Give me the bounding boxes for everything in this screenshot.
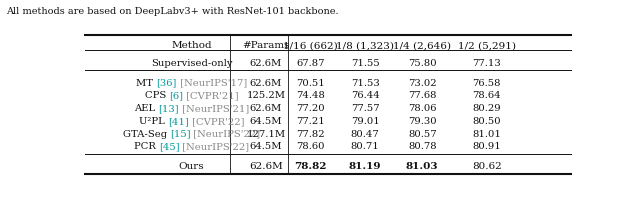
Text: 1/16 (662): 1/16 (662) <box>284 41 338 50</box>
Text: 80.47: 80.47 <box>351 129 380 138</box>
Text: 75.80: 75.80 <box>408 58 436 67</box>
Text: 64.5M: 64.5M <box>250 116 282 125</box>
Text: [45]: [45] <box>159 142 179 151</box>
Text: 76.58: 76.58 <box>472 78 501 87</box>
Text: 67.87: 67.87 <box>296 58 325 67</box>
Text: [13]: [13] <box>158 104 179 112</box>
Text: 125.2M: 125.2M <box>246 91 285 100</box>
Text: 78.64: 78.64 <box>472 91 501 100</box>
Text: 62.6M: 62.6M <box>250 58 282 67</box>
Text: 77.20: 77.20 <box>296 104 325 112</box>
Text: 81.19: 81.19 <box>349 162 381 170</box>
Text: 62.6M: 62.6M <box>250 78 282 87</box>
Text: [NeurIPS'21]: [NeurIPS'21] <box>179 104 249 112</box>
Text: All methods are based on DeepLabv3+ with ResNet-101 backbone.: All methods are based on DeepLabv3+ with… <box>6 7 339 16</box>
Text: PCR: PCR <box>134 142 159 151</box>
Text: 80.91: 80.91 <box>472 142 501 151</box>
Text: 80.57: 80.57 <box>408 129 436 138</box>
Text: 73.02: 73.02 <box>408 78 436 87</box>
Text: [NeurIPS'22]: [NeurIPS'22] <box>179 142 250 151</box>
Text: AEL: AEL <box>134 104 158 112</box>
Text: 1/8 (1,323): 1/8 (1,323) <box>336 41 394 50</box>
Text: [6]: [6] <box>169 91 183 100</box>
Text: 79.01: 79.01 <box>351 116 380 125</box>
Text: CPS: CPS <box>145 91 169 100</box>
Text: 81.03: 81.03 <box>406 162 438 170</box>
Text: 78.82: 78.82 <box>294 162 327 170</box>
Text: [36]: [36] <box>156 78 177 87</box>
Text: 1/2 (5,291): 1/2 (5,291) <box>458 41 516 50</box>
Text: 78.06: 78.06 <box>408 104 436 112</box>
Text: 77.13: 77.13 <box>472 58 501 67</box>
Text: 78.60: 78.60 <box>296 142 325 151</box>
Text: [CVPR'21]: [CVPR'21] <box>183 91 239 100</box>
Text: 1/4 (2,646): 1/4 (2,646) <box>393 41 451 50</box>
Text: Method: Method <box>172 41 212 50</box>
Text: [NeurIPS'17]: [NeurIPS'17] <box>177 78 247 87</box>
Text: U²PL: U²PL <box>139 116 168 125</box>
Text: 80.71: 80.71 <box>351 142 380 151</box>
Text: GTA-Seg: GTA-Seg <box>123 129 170 138</box>
Text: [41]: [41] <box>168 116 189 125</box>
Text: Supervised-only: Supervised-only <box>151 58 232 67</box>
Text: 70.51: 70.51 <box>296 78 325 87</box>
Text: 77.68: 77.68 <box>408 91 436 100</box>
Text: 64.5M: 64.5M <box>250 142 282 151</box>
Text: 80.29: 80.29 <box>472 104 501 112</box>
Text: #Params: #Params <box>243 41 290 50</box>
Text: 77.57: 77.57 <box>351 104 380 112</box>
Text: Ours: Ours <box>179 162 204 170</box>
Text: 79.30: 79.30 <box>408 116 436 125</box>
Text: 76.44: 76.44 <box>351 91 380 100</box>
Text: [CVPR'22]: [CVPR'22] <box>189 116 244 125</box>
Text: 71.55: 71.55 <box>351 58 380 67</box>
Text: 80.50: 80.50 <box>472 116 501 125</box>
Text: 77.21: 77.21 <box>296 116 325 125</box>
Text: [NeurIPS'22]: [NeurIPS'22] <box>191 129 260 138</box>
Text: 81.01: 81.01 <box>472 129 501 138</box>
Text: MT: MT <box>136 78 156 87</box>
Text: 80.62: 80.62 <box>472 162 502 170</box>
Text: [15]: [15] <box>170 129 191 138</box>
Text: 77.82: 77.82 <box>296 129 325 138</box>
Text: 62.6M: 62.6M <box>249 162 283 170</box>
Text: 127.1M: 127.1M <box>246 129 285 138</box>
Text: 80.78: 80.78 <box>408 142 436 151</box>
Text: 74.48: 74.48 <box>296 91 325 100</box>
Text: 71.53: 71.53 <box>351 78 380 87</box>
Text: 62.6M: 62.6M <box>250 104 282 112</box>
